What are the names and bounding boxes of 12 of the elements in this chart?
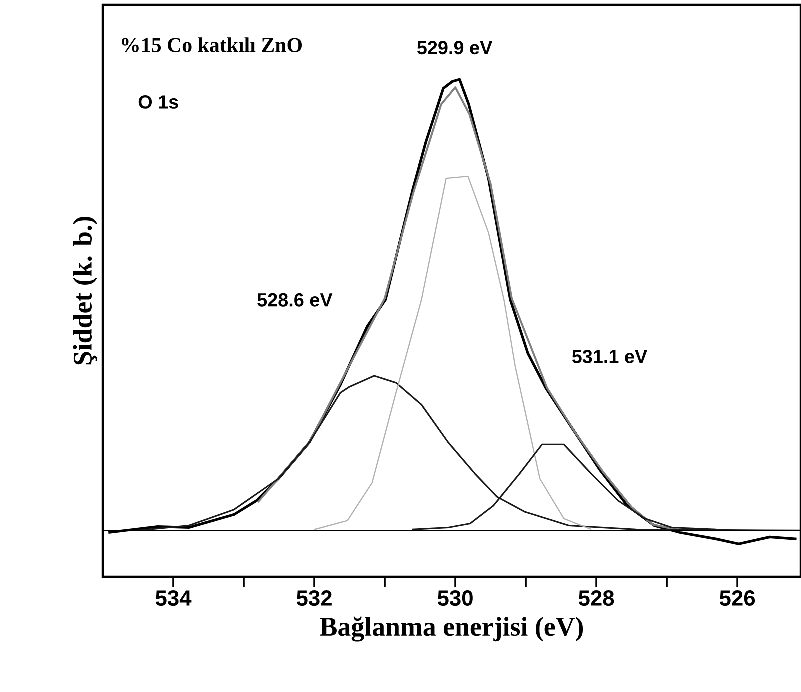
- text: 529.9 eV: [417, 41, 493, 55]
- y-axis-title: Şiddet (k. b.): [73, 217, 98, 365]
- x-tick-label: 534: [156, 590, 192, 606]
- annotation: 528.6 eV: [258, 293, 333, 307]
- annotation: 531.1 eV: [572, 350, 648, 364]
- x-axis-title: Bağlanma enerjisi (eV): [320, 616, 584, 642]
- x-tick-label: 526: [720, 590, 756, 606]
- annotation: O 1s: [138, 96, 178, 109]
- x-tick-label: 528: [578, 590, 614, 606]
- x-tick-label: 530: [438, 590, 473, 606]
- x-tick-label: 532: [296, 590, 332, 606]
- text: %15 Co katkılı ZnO: [122, 38, 302, 52]
